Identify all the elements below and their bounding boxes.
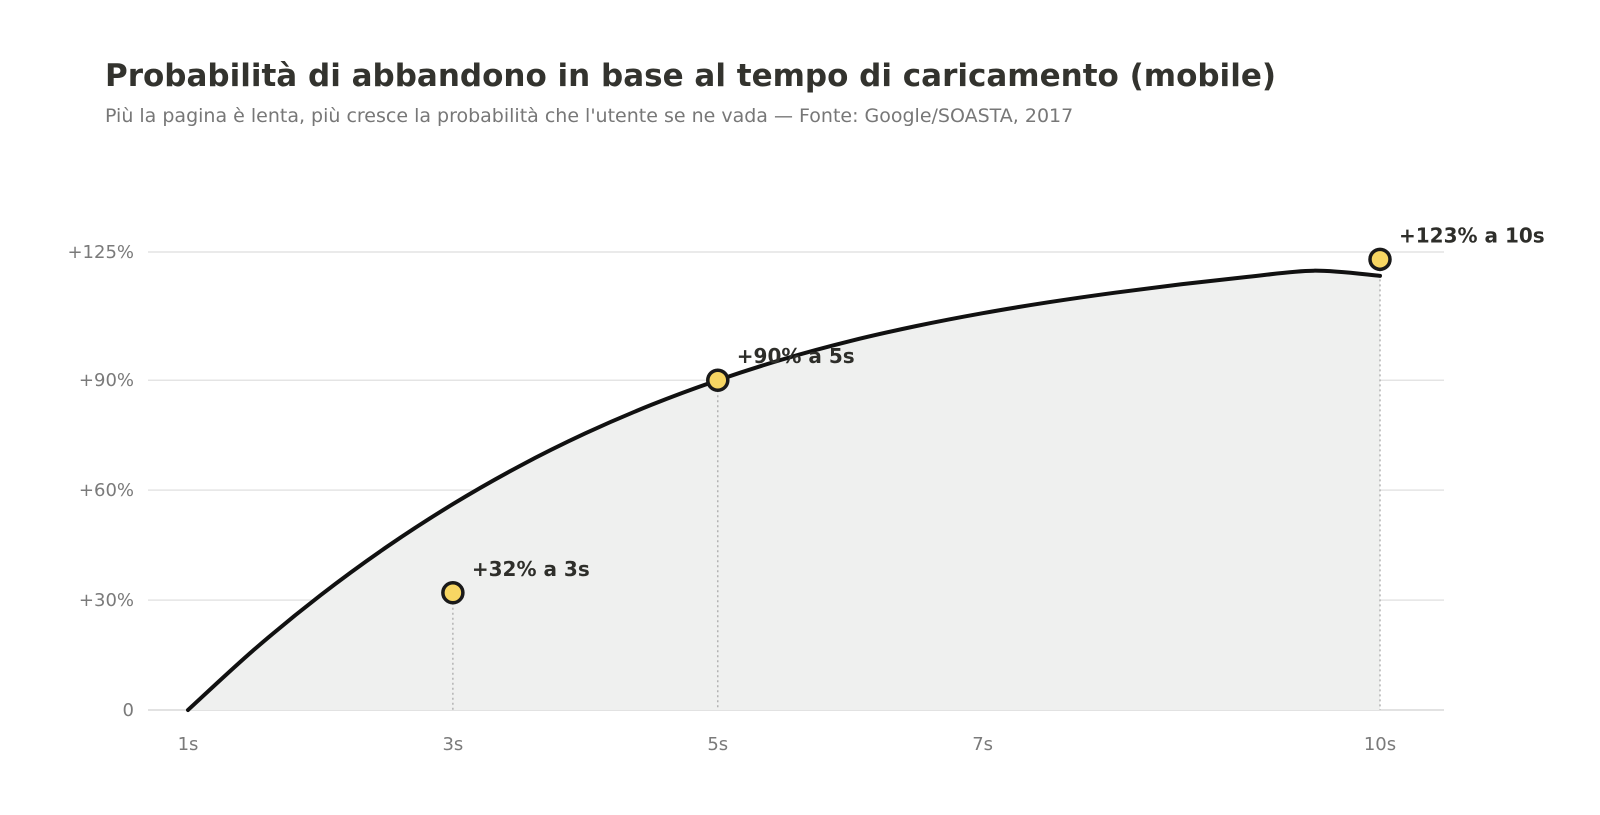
chart-subtitle: Più la pagina è lenta, più cresce la pro… <box>105 105 1074 127</box>
x-tick-label: 7s <box>972 734 993 755</box>
markers <box>441 247 1392 605</box>
guide-lines <box>452 259 1381 710</box>
curve-line <box>186 268 1382 712</box>
data-point-marker <box>441 581 465 605</box>
data-point-marker <box>706 368 730 392</box>
x-tick-label: 1s <box>178 734 199 755</box>
y-tick-label: +30% <box>79 590 134 611</box>
y-tick-label: +60% <box>79 480 134 501</box>
x-tick-label: 3s <box>442 734 463 755</box>
area-fill-shape <box>188 270 1380 710</box>
data-point-label: +123% a 10s <box>1399 223 1545 247</box>
y-tick-label: +90% <box>79 370 134 391</box>
curve <box>186 268 1382 712</box>
chart-title: Probabilità di abbandono in base al temp… <box>105 58 1277 94</box>
x-tick-label: 10s <box>1364 734 1396 755</box>
data-point-label: +32% a 3s <box>472 557 590 581</box>
area-fill <box>188 270 1380 710</box>
x-tick-label: 5s <box>707 734 728 755</box>
y-tick-label: 0 <box>123 700 134 721</box>
y-tick-label: +125% <box>67 242 134 263</box>
labels: 0 +30% +60% +90% +125% 1s 3s 5s 7s 10s +32% a 3s +9… <box>67 223 1544 755</box>
data-point-marker <box>1368 247 1392 272</box>
data-point-label: +90% a 5s <box>737 344 855 368</box>
